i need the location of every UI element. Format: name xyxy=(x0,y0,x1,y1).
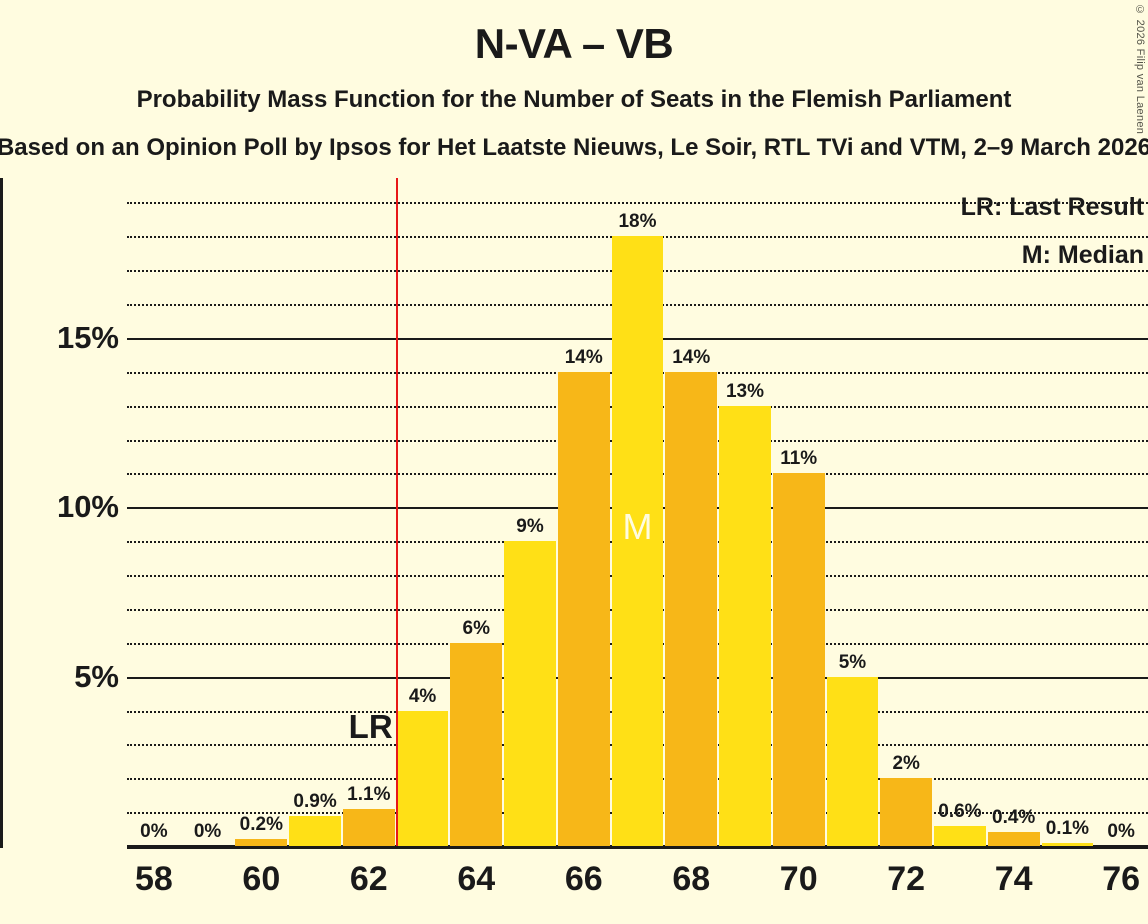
bar-value-label: 2% xyxy=(892,753,920,775)
chart-title: N-VA – VB xyxy=(474,20,674,67)
bar xyxy=(987,832,1040,846)
bar-value-label: 0.9% xyxy=(293,790,337,812)
x-axis-tick-label: 72 xyxy=(887,860,926,898)
bar xyxy=(396,710,449,846)
bar-value-label: 4% xyxy=(408,685,437,707)
bar xyxy=(504,541,556,846)
bar xyxy=(719,405,771,846)
bar-value-label: 5% xyxy=(838,651,867,673)
gridline-minor xyxy=(127,202,1148,205)
x-axis-tick-label: 62 xyxy=(349,860,388,898)
y-axis-line xyxy=(0,178,3,848)
median-marker: M xyxy=(622,506,653,547)
copyright-notice: © 2026 Filip van Laenen xyxy=(1134,4,1146,135)
bar xyxy=(557,371,610,846)
bar-value-label: 11% xyxy=(780,448,818,470)
bar xyxy=(235,839,288,846)
bar-value-label: 14% xyxy=(672,346,711,368)
bar-value-label: 13% xyxy=(725,380,764,402)
bar xyxy=(665,371,718,846)
last-result-label: LR xyxy=(348,708,393,745)
bar xyxy=(342,808,395,846)
y-axis-tick-label: 5% xyxy=(74,658,119,694)
bar-value-label: 0% xyxy=(193,821,222,842)
bar-value-label: 0.2% xyxy=(239,814,283,836)
bar-value-label: 14% xyxy=(564,346,603,368)
bar-value-label: 6% xyxy=(462,617,491,639)
bar xyxy=(772,473,825,846)
bar-value-label: 0.4% xyxy=(992,807,1036,829)
chart-legend: LR: Last Result M: Median xyxy=(961,183,1144,279)
bar xyxy=(289,815,341,846)
x-axis-line xyxy=(127,845,1148,849)
x-axis-tick-label: 64 xyxy=(457,860,496,898)
last-result-line xyxy=(395,178,398,846)
x-axis-tick-label: 66 xyxy=(564,860,603,898)
x-axis-tick-label: 76 xyxy=(1102,860,1141,898)
bar xyxy=(1041,842,1094,846)
bar xyxy=(880,778,933,846)
bar xyxy=(826,676,879,846)
legend-median: M: Median xyxy=(1021,241,1144,269)
chart-subtitle: Probability Mass Function for the Number… xyxy=(136,86,1012,113)
plot-area: 5% 10% 15% 0% 0% 0.2% 0.9% 1.1% 4% 6% 9% 14% 18% M 14%… xyxy=(57,178,1148,846)
bar-value-label: 0.1% xyxy=(1045,817,1090,839)
x-axis-tick-label: 74 xyxy=(994,860,1033,898)
bar-value-label: 9% xyxy=(516,516,544,538)
y-axis-tick-label: 15% xyxy=(56,319,119,355)
x-axis-tick-label: 60 xyxy=(242,860,281,898)
bar xyxy=(611,236,664,846)
bar-value-label: 1.1% xyxy=(347,783,391,805)
bar-value-label: 0% xyxy=(1107,821,1135,842)
bar-value-label: 0.6% xyxy=(938,800,982,822)
chart-subtitle-source: Based on an Opinion Poll by Ipsos for He… xyxy=(0,134,1148,161)
x-axis-tick-label: 70 xyxy=(779,860,818,898)
bar xyxy=(450,642,503,846)
y-axis-tick-label: 10% xyxy=(56,489,119,525)
x-axis-tick-label: 58 xyxy=(134,860,173,898)
bar-value-label: 0% xyxy=(140,821,168,842)
bar xyxy=(934,825,986,846)
x-axis-tick-label: 68 xyxy=(672,860,711,898)
bar-value-label: 18% xyxy=(618,211,657,233)
legend-last-result: LR: Last Result xyxy=(960,193,1144,221)
